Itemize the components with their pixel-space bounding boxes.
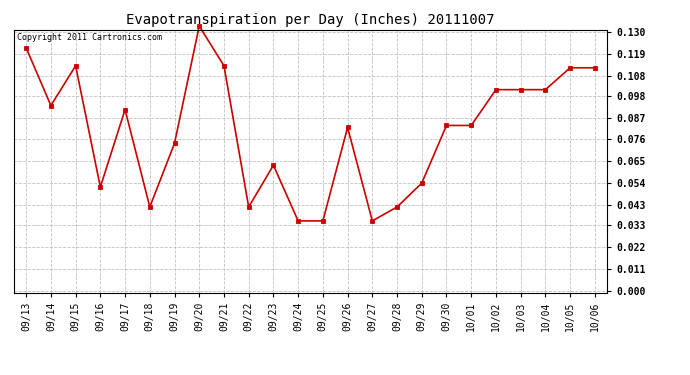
Title: Evapotranspiration per Day (Inches) 20111007: Evapotranspiration per Day (Inches) 2011… — [126, 13, 495, 27]
Text: Copyright 2011 Cartronics.com: Copyright 2011 Cartronics.com — [17, 33, 161, 42]
